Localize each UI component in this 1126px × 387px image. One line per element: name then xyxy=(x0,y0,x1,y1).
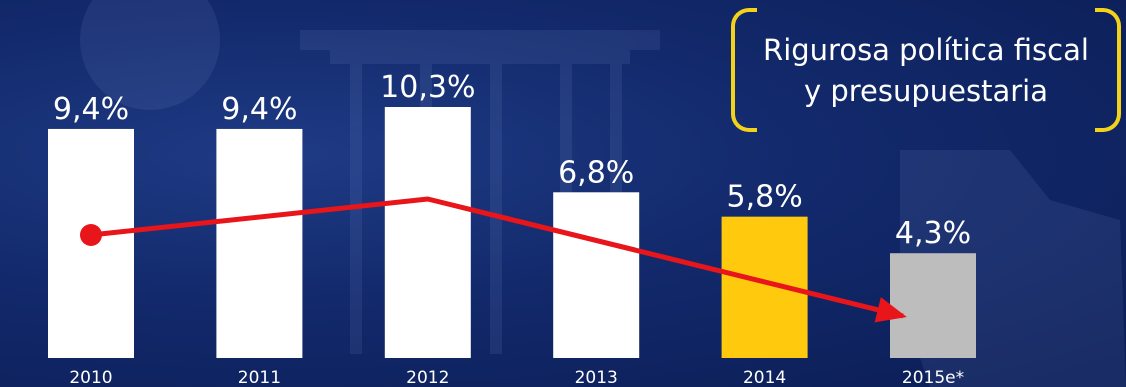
value-label-2014: 5,8% xyxy=(726,180,802,215)
x-tick-2013: 2013 xyxy=(575,368,618,387)
bar-2015e* xyxy=(890,253,976,358)
callout-line-1: Rigurosa política fiscal xyxy=(763,33,1089,67)
bar-2011 xyxy=(216,128,303,358)
trend-arrow-head xyxy=(874,297,907,323)
callout-line-2: y presupuestaria xyxy=(803,74,1049,108)
value-labels-layer: 9,4% 9,4% 10,3% 6,8% 5,8% 4,3% xyxy=(53,70,971,251)
x-tick-2011: 2011 xyxy=(238,368,281,387)
x-tick-2010: 2010 xyxy=(69,368,112,387)
trend-arrow-layer xyxy=(80,196,907,323)
x-tick-2015e*: 2015e* xyxy=(902,368,964,387)
callout-text: Rigurosa política fiscal y presupuestari… xyxy=(751,30,1101,112)
value-label-2010: 9,4% xyxy=(53,92,129,127)
bar-2013 xyxy=(553,192,640,358)
value-label-2015e*: 4,3% xyxy=(895,216,971,251)
bar-2012 xyxy=(384,107,471,358)
callout-right-bracket xyxy=(1095,8,1121,132)
trend-arrow-line xyxy=(90,196,904,319)
callout-left-bracket xyxy=(731,8,757,132)
value-label-2012: 10,3% xyxy=(380,70,475,105)
bars-layer xyxy=(48,107,976,358)
x-tick-2012: 2012 xyxy=(406,368,449,387)
x-axis-ticks-layer: 2010 2011 2012 2013 2014 2015e* xyxy=(69,368,964,387)
value-label-2011: 9,4% xyxy=(221,92,297,127)
callout-box: Rigurosa política fiscal y presupuestari… xyxy=(731,8,1121,136)
trend-arrow-start-dot xyxy=(80,224,102,246)
value-label-2013: 6,8% xyxy=(558,155,634,190)
x-tick-2014: 2014 xyxy=(743,368,786,387)
